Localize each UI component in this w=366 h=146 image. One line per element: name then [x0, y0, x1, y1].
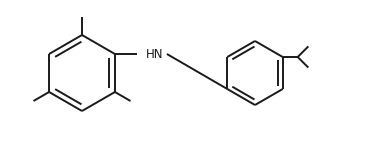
- Text: HN: HN: [146, 47, 163, 60]
